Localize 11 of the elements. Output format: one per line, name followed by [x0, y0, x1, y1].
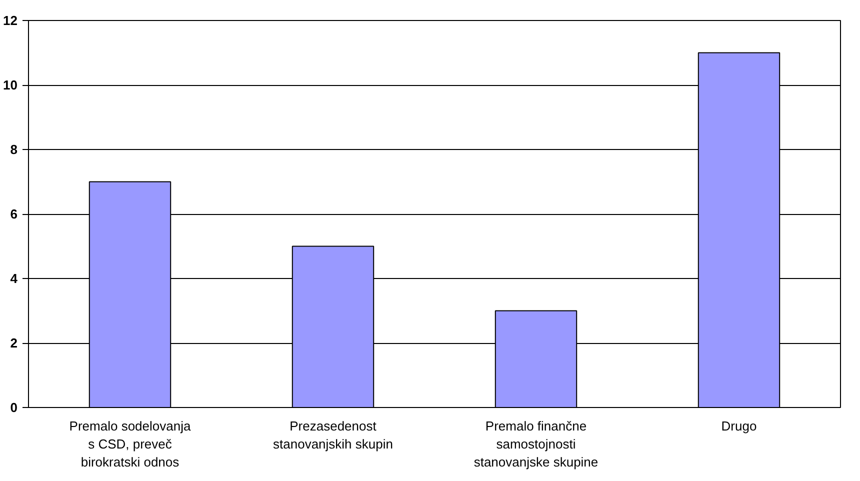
y-tick-label: 2 — [10, 336, 18, 350]
x-tick-label: Premalo sodelovanja s CSD, preveč birokratski odnos — [69, 418, 192, 470]
y-tick-label: 8 — [10, 142, 18, 157]
x-tick-label: Prezasedenost stanovanjskih skupin — [273, 418, 393, 452]
x-tick-label: Premalo finančne samostojnosti stanovanjske skupine — [474, 418, 598, 470]
y-tick-label: 6 — [10, 206, 18, 222]
y-tick-label: 10 — [3, 78, 18, 92]
y-tick-label: 12 — [3, 13, 18, 28]
y-tick-label: 4 — [10, 271, 18, 286]
y-tick-label: 0 — [10, 400, 18, 415]
x-tick-label: Drugo — [721, 418, 757, 434]
